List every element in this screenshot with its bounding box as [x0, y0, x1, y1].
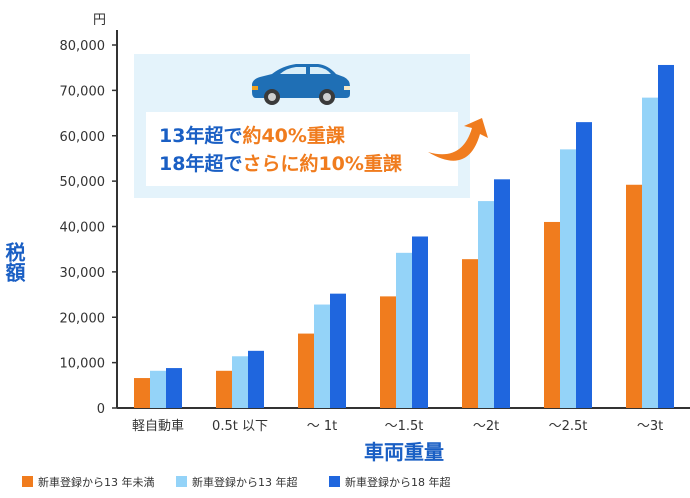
y-tick-label: 70,000	[60, 84, 106, 99]
bar	[298, 333, 314, 408]
y-tick-label: 0	[97, 402, 105, 417]
bar	[642, 97, 658, 408]
annotation-text-box	[146, 112, 458, 186]
bar	[330, 293, 346, 408]
legend: 新車登録から13 年未満 新車登録から13 年超 新車登録から18 年超	[22, 475, 451, 489]
y-tick-label: 10,000	[60, 357, 106, 372]
bar	[314, 304, 330, 408]
legend-label: 新車登録から13 年未満	[38, 475, 155, 489]
x-tick-label: 0.5t 以下	[212, 419, 268, 434]
bar	[478, 201, 494, 408]
legend-label: 新車登録から13 年超	[192, 475, 298, 489]
y-ticks: 0 10,000 20,000 30,000 40,000 50,000 60,000 70,…	[60, 39, 117, 417]
curved-arrow-icon	[428, 118, 488, 161]
bar	[560, 149, 576, 409]
bar	[462, 259, 478, 408]
bar	[134, 378, 150, 408]
x-axis-title: 車両重量	[364, 440, 444, 464]
car-icon	[252, 64, 350, 105]
bar	[544, 221, 560, 408]
x-tick-labels: 軽自動車 0.5t 以下 ～ 1t ～1.5t ～2t ～2.5t ～3t	[132, 419, 663, 434]
bar	[248, 350, 264, 408]
x-tick-label: ～ 1t	[307, 419, 338, 434]
bar	[576, 122, 592, 408]
bar	[658, 64, 674, 408]
bar	[232, 356, 248, 408]
y-tick-label: 40,000	[60, 221, 106, 236]
x-tick-label: ～1.5t	[385, 419, 424, 434]
legend-swatch	[329, 476, 340, 487]
x-tick-label: 軽自動車	[132, 419, 184, 434]
y-tick-label: 30,000	[60, 266, 106, 281]
bar	[166, 368, 182, 408]
annotation-line-1: 13年超で約40%重課	[159, 124, 346, 147]
bar	[626, 184, 642, 408]
bar	[150, 370, 166, 408]
legend-swatch	[22, 476, 33, 487]
annotation-line-2-blue: 18年超で	[159, 152, 242, 175]
annotation-line-1-orange: 約40%重課	[242, 124, 345, 147]
y-tick-label: 20,000	[60, 311, 106, 326]
bars	[134, 64, 674, 409]
legend-label: 新車登録から18 年超	[345, 475, 451, 489]
x-tick-label: ～2t	[473, 419, 499, 434]
x-tick-label: ～3t	[637, 419, 663, 434]
x-tick-label: ～2.5t	[549, 419, 588, 434]
annotation-line-1-blue: 13年超で	[159, 124, 242, 147]
bar	[412, 236, 428, 408]
bar	[494, 179, 510, 408]
bar	[380, 296, 396, 408]
bar	[216, 370, 232, 408]
annotation-line-2: 18年超でさらに約10%重課	[159, 152, 403, 175]
y-axis-title: 税額	[2, 241, 26, 283]
bar	[396, 252, 412, 408]
y-tick-label: 80,000	[60, 39, 106, 54]
y-tick-label: 60,000	[60, 130, 106, 145]
y-tick-label: 50,000	[60, 175, 106, 190]
annotation-line-2-orange: さらに約10%重課	[242, 152, 402, 175]
y-unit-label: 円	[93, 13, 106, 28]
legend-swatch	[176, 476, 187, 487]
